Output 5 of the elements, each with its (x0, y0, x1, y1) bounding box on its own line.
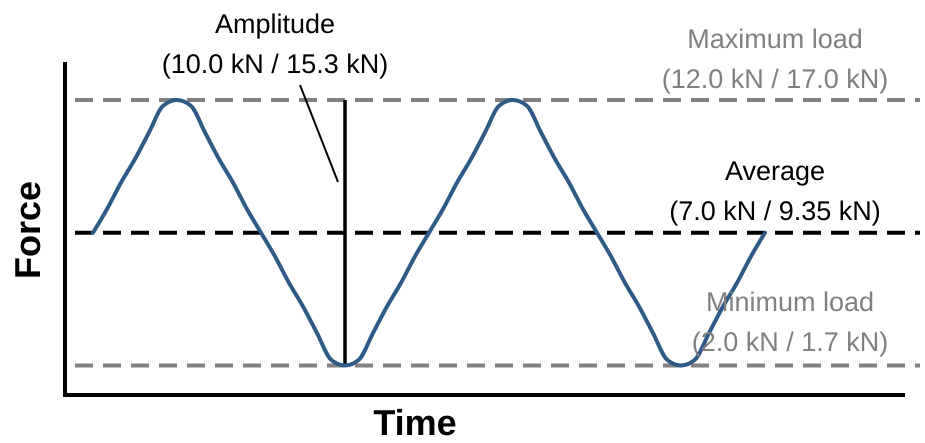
ref-line-label: Average (7.0 kN / 9.35 kN) (669, 156, 881, 226)
y-axis-title: Force (7, 180, 48, 280)
ref-line-label: Maximum load (12.0 kN / 17.0 kN) (662, 24, 888, 94)
text: Amplitude (10.0 kN / 15.3 kN) (162, 9, 388, 79)
x-axis-title: Time (373, 402, 457, 443)
